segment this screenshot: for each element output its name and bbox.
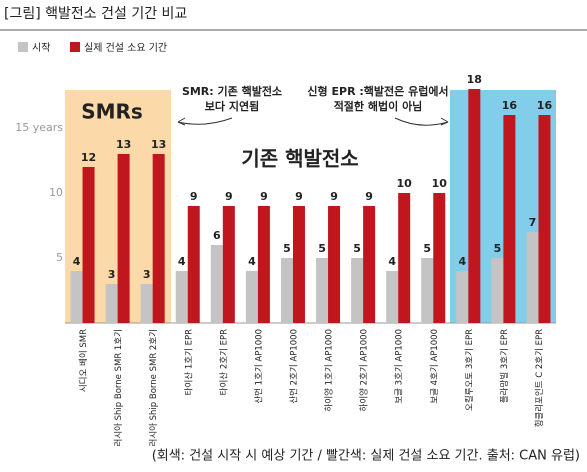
bar — [491, 258, 504, 323]
bar — [316, 258, 329, 323]
x-tick-label: 러시아 Ship Borne SMR 2호기 — [148, 329, 159, 447]
value-label: 16 — [502, 99, 518, 112]
value-label: 16 — [537, 99, 553, 112]
value-label: 18 — [467, 73, 482, 86]
y-tick-label: 10 — [49, 186, 63, 199]
bar — [117, 154, 130, 323]
y-tick-label: 5 — [56, 251, 63, 264]
bar — [526, 232, 539, 323]
value-label: 4 — [458, 255, 466, 268]
bar — [421, 258, 434, 323]
value-label: 10 — [397, 177, 413, 190]
bar — [351, 258, 364, 323]
x-tick-label: 산먼 2호기 AP1000 — [288, 329, 299, 404]
value-label: 4 — [388, 255, 396, 268]
value-label: 13 — [151, 138, 166, 151]
value-label: 10 — [432, 177, 448, 190]
value-label: 9 — [330, 190, 338, 203]
value-label: 9 — [260, 190, 268, 203]
value-label: 3 — [108, 268, 116, 281]
bar — [363, 206, 376, 323]
bar — [187, 206, 200, 323]
x-tick-label: 보글 4호기 AP1000 — [430, 329, 440, 404]
bar — [105, 284, 118, 323]
bar — [257, 206, 270, 323]
value-label: 5 — [423, 242, 431, 255]
bar — [538, 115, 551, 323]
legend-swatch — [18, 42, 28, 52]
bar — [468, 89, 481, 323]
bar — [503, 115, 516, 323]
x-tick-label: 보글 3호기 AP1000 — [395, 329, 405, 404]
bar — [175, 271, 188, 323]
bar — [280, 258, 293, 323]
x-tick-label: 오킬루오토 3호기 EPR — [465, 329, 475, 411]
bar — [398, 193, 411, 323]
existing-label: 기존 핵발전소 — [241, 147, 358, 171]
x-tick-label: 하이양 1호기 AP1000 — [324, 329, 335, 412]
x-tick-label: 산먼 1호기 AP1000 — [253, 329, 264, 404]
value-label: 13 — [116, 138, 131, 151]
bar — [82, 167, 95, 323]
bar — [386, 271, 399, 323]
value-label: 9 — [365, 190, 373, 203]
arrow-head — [177, 117, 186, 126]
bar — [222, 206, 235, 323]
bar — [328, 206, 341, 323]
bar — [245, 271, 258, 323]
bar — [433, 193, 446, 323]
x-tick-label: 시디오 베이 SMR — [78, 329, 89, 392]
bar — [70, 271, 83, 323]
value-label: 6 — [213, 229, 221, 242]
bar — [140, 284, 153, 323]
value-label: 3 — [143, 268, 151, 281]
bar — [210, 245, 223, 323]
value-label: 5 — [353, 242, 361, 255]
legend-swatch — [70, 42, 80, 52]
bar — [152, 154, 165, 323]
y-tick-label: 15 years — [15, 121, 63, 134]
value-label: 4 — [178, 255, 186, 268]
arrow — [394, 117, 449, 126]
legend-label: 실제 건설 소요 기간 — [84, 42, 167, 54]
value-label: 4 — [73, 255, 81, 268]
bar — [292, 206, 305, 323]
x-tick-label: 타이산 1호기 EPR — [183, 329, 194, 395]
epr-note: 신형 EPR :핵발전은 유럽에서 적절한 해법이 아님 — [307, 84, 448, 113]
legend-label: 시작 — [32, 42, 50, 54]
value-label: 5 — [283, 242, 291, 255]
footnote: (회색: 건설 시작 시 예상 기간 / 빨간색: 실제 건설 소요 기간. 출… — [152, 449, 580, 464]
arrow-head — [440, 117, 449, 126]
arrow — [177, 117, 233, 125]
bar — [456, 271, 469, 323]
value-label: 9 — [295, 190, 303, 203]
value-label: 12 — [81, 151, 96, 164]
value-label: 5 — [494, 242, 502, 255]
x-tick-label: 플라망빌 3호기 EPR — [499, 329, 510, 403]
x-tick-label: 러시아 Ship Borne SMR 1호기 — [113, 329, 124, 447]
x-tick-label: 하이양 2호기 AP1000 — [359, 329, 370, 412]
value-label: 9 — [225, 190, 233, 203]
value-label: 9 — [190, 190, 198, 203]
value-label: 4 — [248, 255, 256, 268]
smr-note: SMR: 기존 핵발전소 보다 지연됨 — [182, 84, 282, 113]
value-label: 7 — [529, 216, 537, 229]
x-tick-label: 힝클리포인트 C 2호기 EPR — [534, 329, 545, 428]
x-tick-label: 타이산 2호기 EPR — [218, 329, 229, 395]
chart-title: [그림] 핵발전소 건설 기간 비교 — [4, 6, 187, 22]
value-label: 5 — [318, 242, 326, 255]
smr-label: SMRs — [81, 100, 143, 124]
